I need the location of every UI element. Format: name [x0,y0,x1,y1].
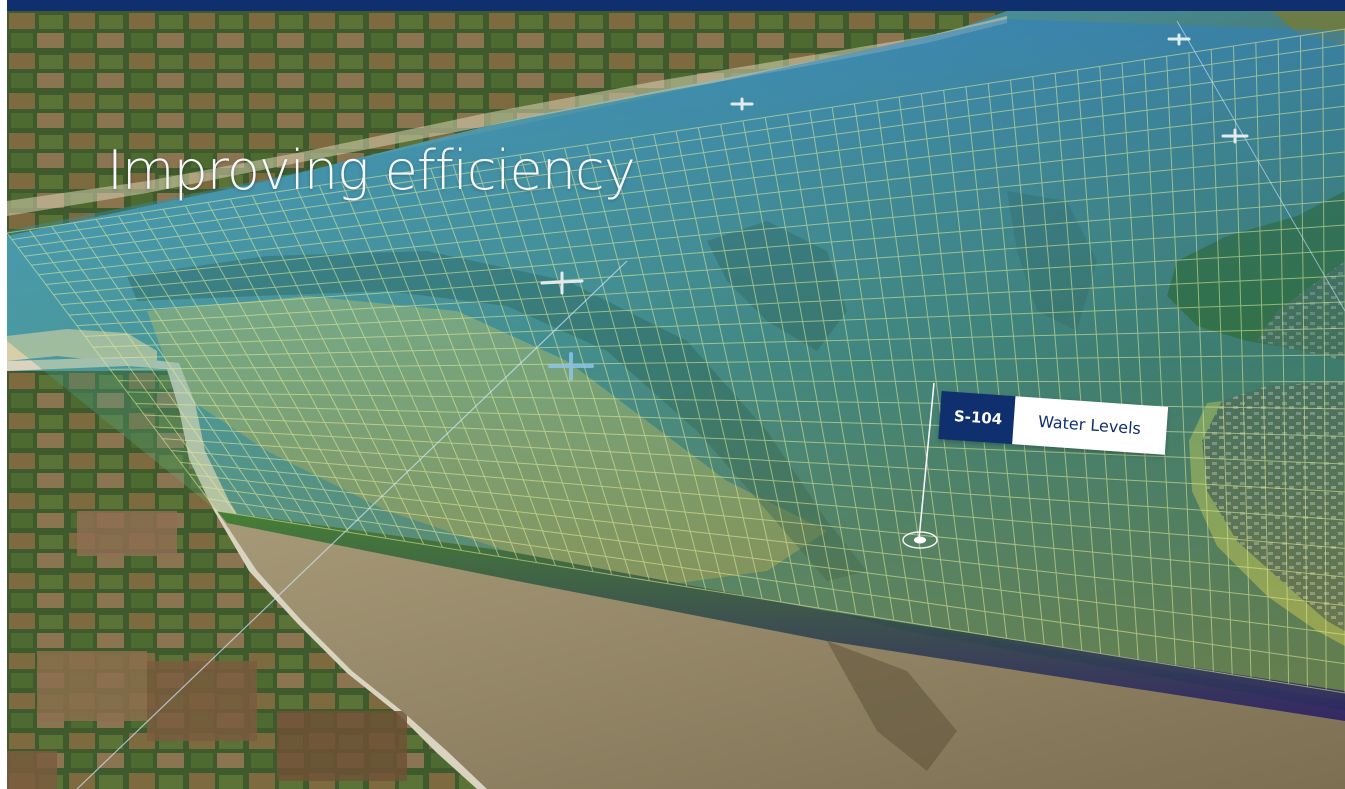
grid-line [920,93,989,636]
grid-line [1299,35,1308,687]
grid-line [1277,39,1290,684]
grid-line [110,354,1345,370]
grid-line [93,301,1345,348]
grid-line [987,83,1045,645]
grid-line [720,124,820,609]
grid-line [140,212,331,530]
grid-line [430,168,575,569]
grid-line [452,164,594,572]
grid-line [229,198,406,542]
grid-line [207,498,1345,665]
grid-line [118,215,312,527]
hero-image: Improving efficiency S-104 Water Levels [7,11,1345,789]
product-code-badge: S-104 [938,391,1016,445]
grid-line [876,100,951,630]
top-banner-bar [0,0,1345,11]
grid-line [653,134,763,600]
grid-line [144,414,1345,465]
grid-line [1121,62,1158,663]
grid-line [608,141,726,594]
grid-line [474,161,613,575]
grid-line [541,151,669,584]
grid-line [1188,52,1214,672]
grid-line [198,486,1345,636]
grid-line [31,105,1345,266]
grid-line [153,426,1345,493]
grid-line [274,191,444,548]
grid-line [61,199,1345,306]
grid-line [1010,79,1064,648]
grid-line [1099,66,1139,660]
headline: Improving efficiency [107,139,636,202]
grid-line [1233,45,1252,678]
grid-line [1210,49,1233,675]
grid-line [162,438,1345,521]
grid-line [1054,73,1102,654]
grid-line [184,205,368,536]
grid-line [943,90,1008,639]
grid-line [162,208,350,533]
grid-line [1032,76,1083,651]
grid-line [85,275,1345,337]
grid-line [68,224,1345,316]
grid-line [898,96,970,633]
grid-line [28,229,237,515]
grid-line [296,188,462,551]
grid-line [45,151,1345,285]
grid-line [95,219,293,524]
grid-line [76,249,1345,327]
grid-line [630,137,744,597]
grid-line [1076,69,1120,657]
grid-line [7,28,1345,234]
grid-line [363,178,519,560]
grid-line [1322,32,1327,690]
grid-line [51,225,256,518]
grid-line [171,449,1345,549]
grid-line [564,147,688,587]
grid-line [675,130,782,603]
grid-line [586,144,707,590]
grid-line [101,327,1345,359]
grid-line [318,185,481,554]
grid-line [207,202,387,539]
grid-line [118,380,1345,383]
grid-line [965,86,1026,642]
page-margin [0,0,7,789]
grid-line [7,232,218,512]
grid-line [385,175,538,563]
grid-line [17,63,1345,249]
grid-line [24,83,1345,257]
grid-line [697,127,801,606]
grid-line [341,181,500,557]
grid-line [831,107,914,624]
grid-line [787,113,876,618]
grid-line [809,110,895,621]
grid-line [1255,42,1271,681]
grid-line [73,222,274,521]
grid-line [1143,59,1177,666]
grid-line [216,510,1345,694]
grid-line [251,195,425,545]
grid-line [53,175,1345,295]
grid-line [38,128,1345,276]
grid-line [407,171,556,566]
location-pin-icon [902,531,938,549]
grid-line [1166,56,1196,669]
grid-line [11,44,1345,241]
grid-line [742,120,838,612]
grid-line [764,117,857,615]
grid-line [180,461,1345,578]
